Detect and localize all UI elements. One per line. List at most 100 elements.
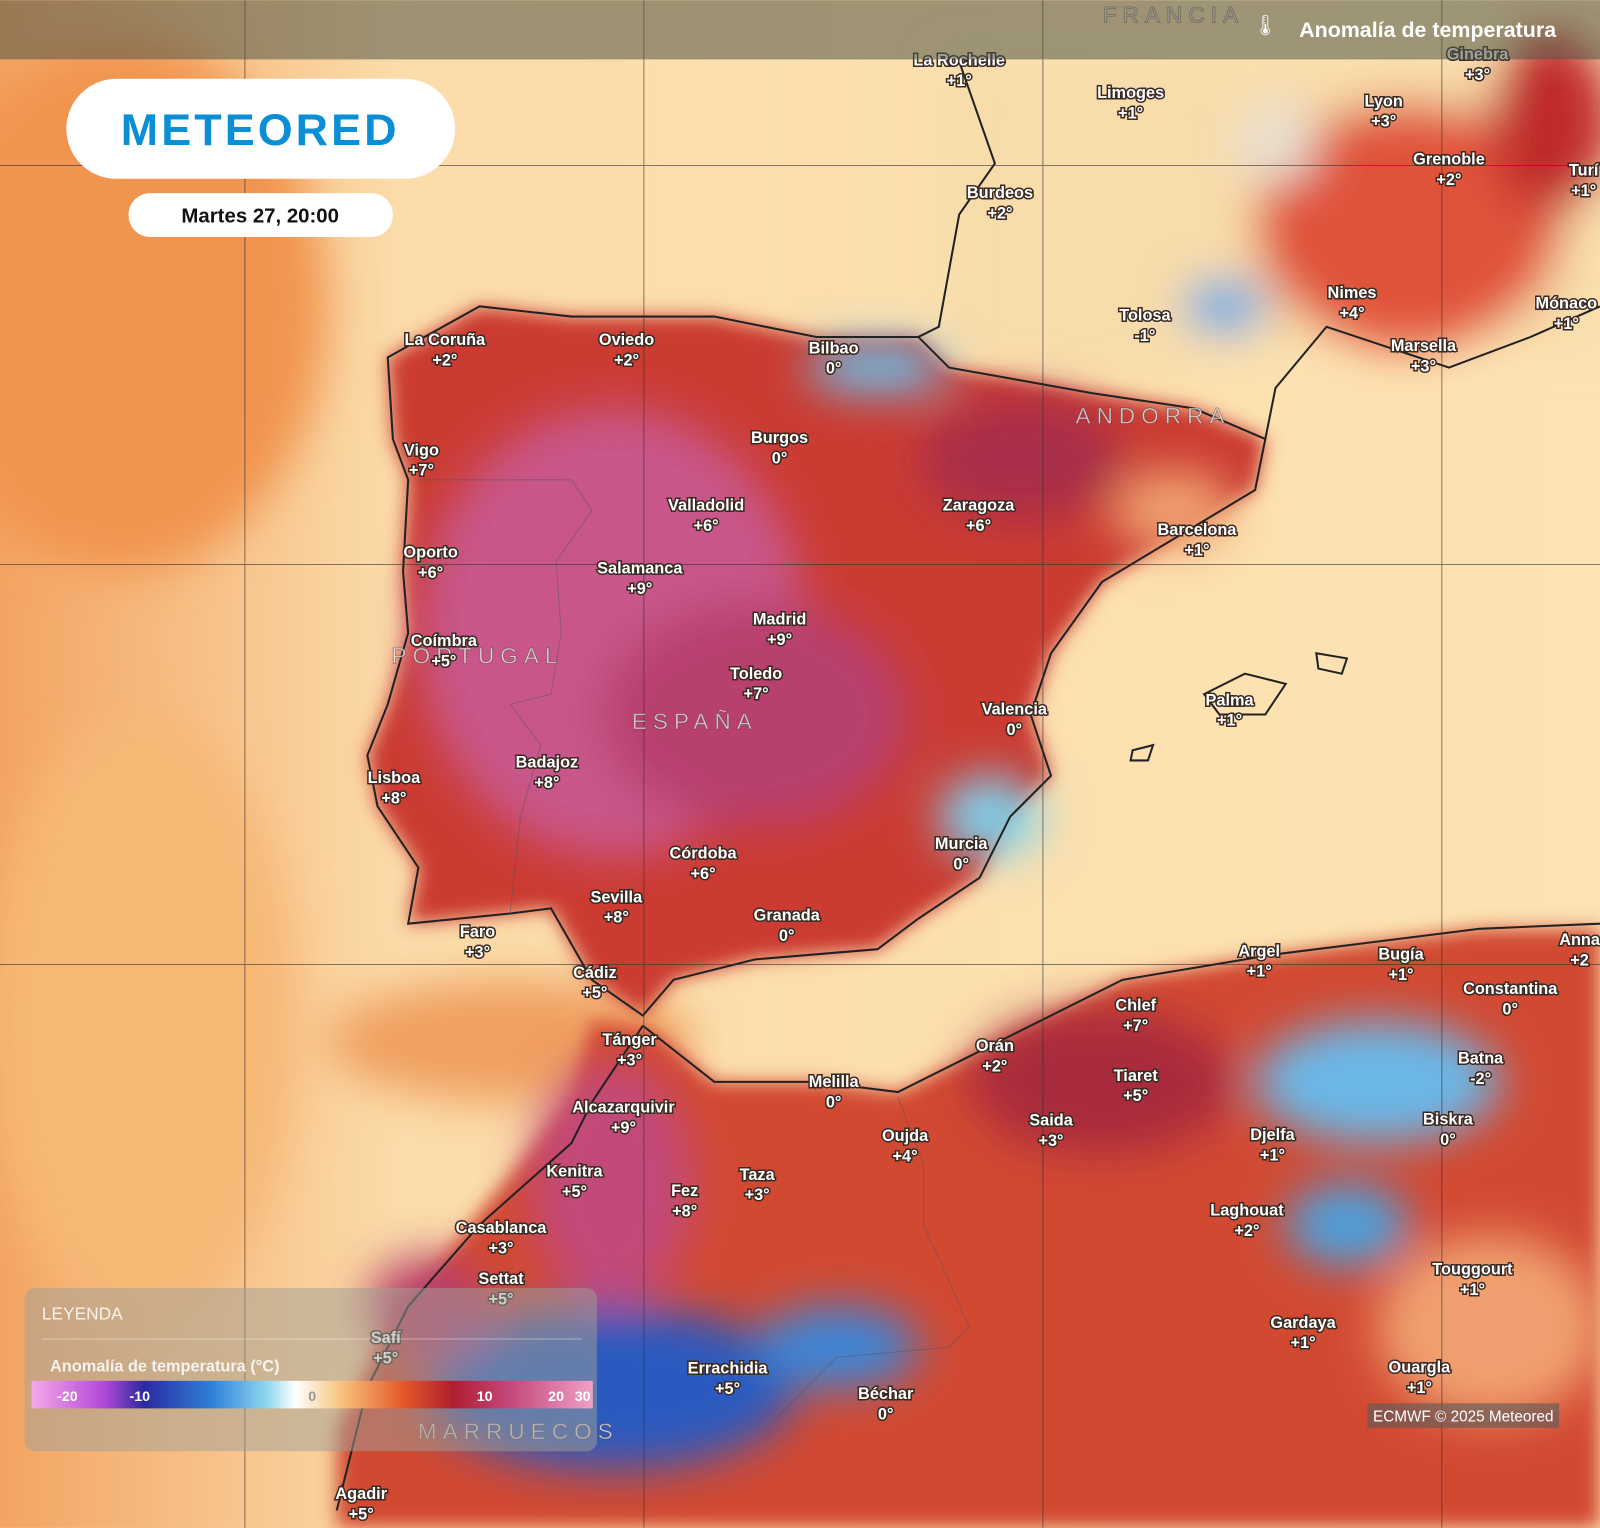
city-anomaly: +8° <box>381 789 406 807</box>
city-anomaly: -1° <box>1134 327 1155 345</box>
credit-text: ECMWF © 2025 Meteored <box>1373 1409 1553 1426</box>
city-anomaly: +4° <box>893 1147 918 1165</box>
city-anomaly: +2° <box>982 1058 1007 1076</box>
city: Bilbao 0° <box>807 338 860 379</box>
city-anomaly: +6° <box>694 517 719 535</box>
city-name: Coímbra <box>411 632 478 650</box>
city-anomaly: +8° <box>534 774 559 792</box>
city-name: Béchar <box>858 1385 914 1403</box>
legend-tick-label: 10 <box>477 1389 493 1405</box>
city-anomaly: +1° <box>1260 1146 1285 1164</box>
city-anomaly: +3° <box>1411 358 1436 376</box>
city: Grenoble +2° <box>1412 149 1487 190</box>
city: Barcelona +1° <box>1156 519 1239 560</box>
city-name: Tánger <box>602 1031 657 1049</box>
city-anomaly: +9° <box>627 580 652 598</box>
city: Coímbra +5° <box>409 631 479 672</box>
city-anomaly: +1° <box>1407 1379 1432 1397</box>
city-name: Taza <box>740 1166 776 1184</box>
city-name: Anna <box>1559 931 1600 949</box>
city-anomaly: +8° <box>604 909 629 927</box>
city-name: Batna <box>1458 1049 1504 1067</box>
city-name: Palma <box>1206 691 1255 709</box>
city: Ouargla +1° <box>1387 1357 1453 1398</box>
thermometer-icon: 🌡 <box>1252 15 1278 37</box>
city: Tiaret +5° <box>1112 1065 1160 1106</box>
city-anomaly: +1° <box>1571 182 1596 200</box>
city-name: Fez <box>671 1182 698 1200</box>
city-anomaly: +5° <box>715 1380 740 1398</box>
city-name: Turí <box>1569 162 1599 180</box>
city-name: Córdoba <box>670 844 738 862</box>
city-anomaly: -2° <box>1470 1070 1491 1088</box>
header-bar: 🌡 Anomalía de temperatura <box>0 0 1600 60</box>
legend-box <box>24 1287 597 1452</box>
city-anomaly: 0° <box>826 1093 842 1111</box>
legend-scale <box>31 1380 593 1409</box>
city: Burgos 0° <box>750 428 810 469</box>
city-anomaly: +5° <box>582 984 607 1002</box>
logo-pill <box>66 78 456 179</box>
city-name: Faro <box>460 923 495 941</box>
city-anomaly: +1° <box>1554 315 1579 333</box>
city: Faro +3° <box>458 921 496 962</box>
map-title: Anomalía de temperatura <box>1299 18 1557 42</box>
city-anomaly: +5° <box>1123 1087 1148 1105</box>
city-name: Alcazarquivir <box>572 1098 675 1116</box>
city-name: Casablanca <box>456 1219 548 1237</box>
country-label: ESPAÑA <box>632 709 758 734</box>
city-name: Biskra <box>1423 1111 1474 1129</box>
city-name: Valencia <box>982 701 1048 719</box>
city-anomaly: +1° <box>1388 966 1413 984</box>
city: Saida +3° <box>1028 1110 1076 1151</box>
city-anomaly: +7° <box>1123 1017 1148 1035</box>
city-name: Lyon <box>1364 92 1402 110</box>
legend-subtitle: Anomalía de temperatura (°C) <box>50 1358 280 1376</box>
city: Zaragoza +6° <box>941 495 1017 536</box>
country-label: ANDORRA <box>1076 404 1231 429</box>
city-name: Cádiz <box>573 964 617 982</box>
city-anomaly: 0° <box>878 1406 894 1424</box>
city-anomaly: +4° <box>1339 305 1364 323</box>
city-name: Lisboa <box>368 769 421 787</box>
city-name: Tolosa <box>1119 307 1171 325</box>
city-name: Mónaco <box>1536 294 1598 312</box>
city-anomaly: +6° <box>418 564 443 582</box>
city-anomaly: +3° <box>617 1052 642 1070</box>
city-name: Melilla <box>809 1073 860 1091</box>
city-name: Tiaret <box>1114 1067 1159 1085</box>
city-anomaly: +1° <box>1217 712 1242 730</box>
city-name: Saida <box>1029 1112 1073 1130</box>
city: Burdeos +2° <box>965 183 1034 224</box>
city-name: Touggourt <box>1432 1261 1513 1279</box>
city-name: Chlef <box>1115 996 1156 1014</box>
city-name: Granada <box>754 907 821 925</box>
city: Batna -2° <box>1456 1048 1505 1089</box>
city: Lyon +3° <box>1363 91 1404 132</box>
city-name: Toledo <box>730 665 782 683</box>
city: Badajoz +8° <box>514 752 580 793</box>
city-name: Bilbao <box>809 339 859 357</box>
city-name: Orán <box>976 1037 1014 1055</box>
legend-tick-label: -10 <box>129 1389 150 1405</box>
city: Agadir +5° <box>334 1484 389 1525</box>
city-name: Bugía <box>1378 945 1424 963</box>
city: Chlef +7° <box>1114 995 1158 1036</box>
city: Oviedo +2° <box>597 330 655 371</box>
city: Mónaco +1° <box>1534 293 1599 334</box>
city-name: Badajoz <box>516 754 579 772</box>
city-anomaly: +1° <box>1184 541 1209 559</box>
city-name: Oporto <box>403 543 457 561</box>
legend: LEYENDA Anomalía de temperatura (°C) -20… <box>24 1287 597 1452</box>
header-background <box>0 0 1600 60</box>
city-name: Nimes <box>1328 284 1377 302</box>
legend-tick-label: 30 <box>575 1389 591 1405</box>
city: Valencia 0° <box>980 699 1049 740</box>
city-name: Barcelona <box>1157 521 1237 539</box>
city-name: Marsella <box>1391 337 1457 355</box>
city: Béchar 0° <box>857 1384 916 1425</box>
